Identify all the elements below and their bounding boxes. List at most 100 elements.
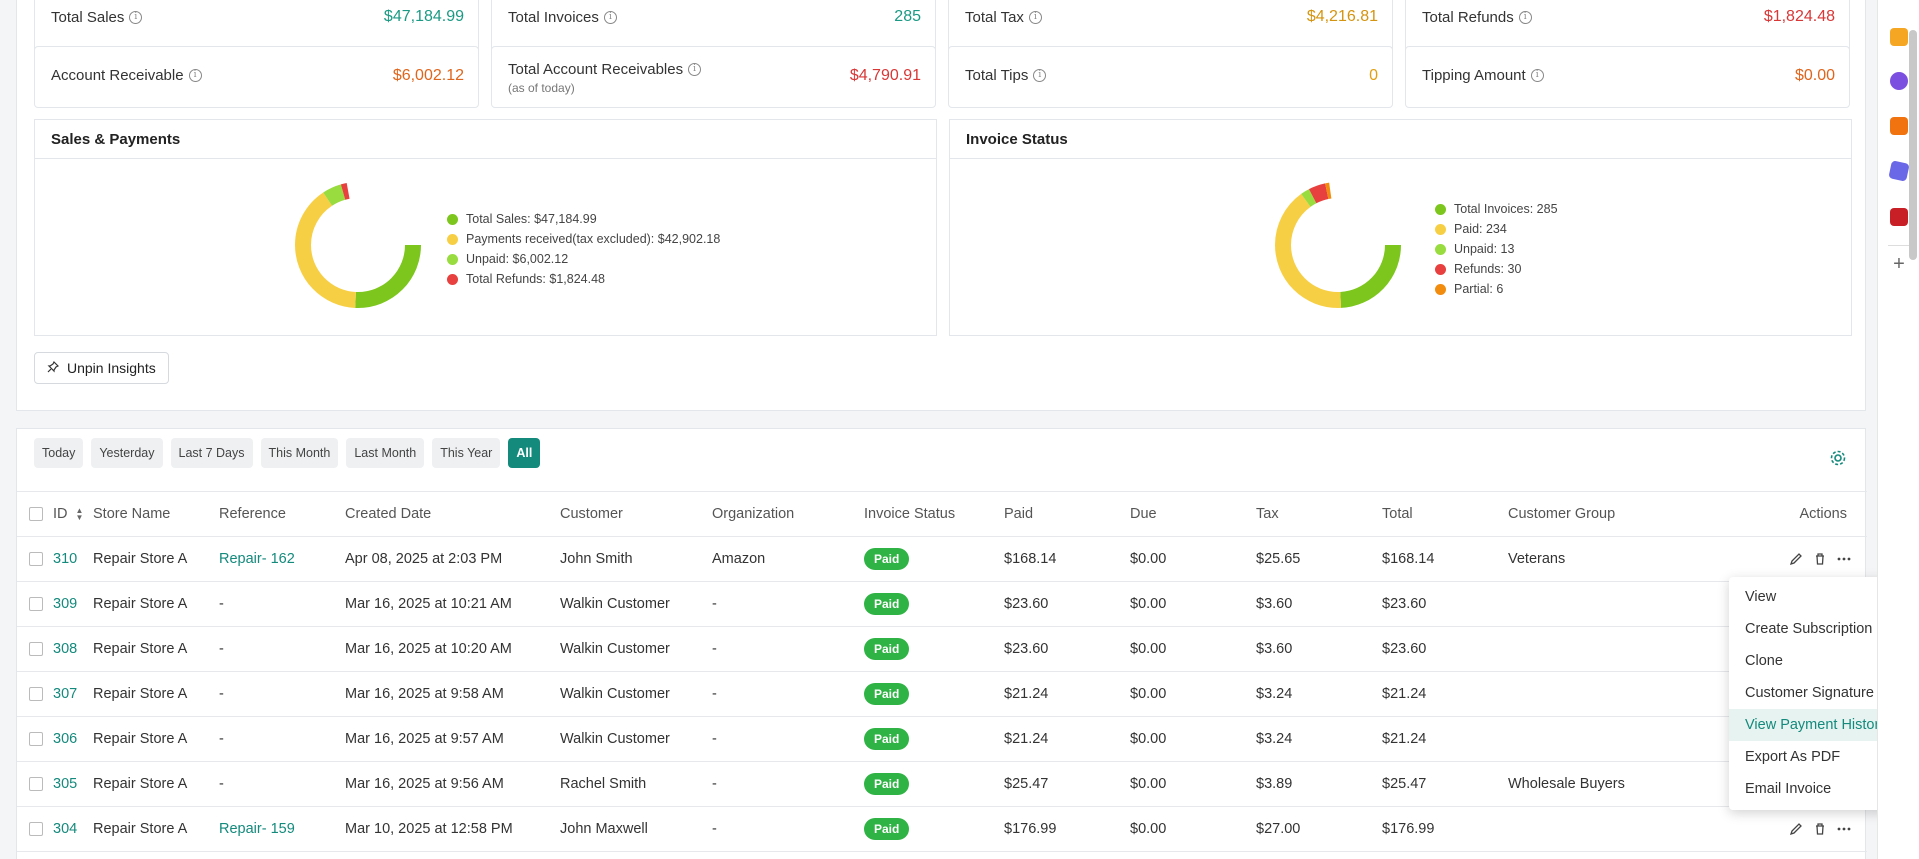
stat-card: Tipping Amount i $0.00 bbox=[1405, 46, 1850, 108]
info-icon[interactable]: i bbox=[603, 11, 617, 24]
reference-link[interactable]: Repair- 159 bbox=[219, 821, 295, 837]
row-checkbox[interactable] bbox=[29, 822, 43, 837]
cell-actions bbox=[1708, 806, 1867, 852]
cell-tax: $27.00 bbox=[1256, 806, 1382, 852]
cell-org: - bbox=[712, 716, 864, 762]
filter-last-7-days[interactable]: Last 7 Days bbox=[170, 438, 253, 468]
cell-paid: $21.24 bbox=[1004, 716, 1130, 762]
cell-store: Repair Store A bbox=[93, 581, 219, 627]
cell-store: Repair Store A bbox=[93, 716, 219, 762]
edit-icon[interactable] bbox=[1789, 552, 1803, 566]
stat-value: $4,216.81 bbox=[1306, 8, 1378, 25]
invoice-id-link[interactable]: 308 bbox=[53, 641, 78, 657]
menu-item-view-payment-history[interactable]: View Payment History bbox=[1729, 709, 1906, 741]
cell-tax: $25.65 bbox=[1256, 536, 1382, 582]
column-header-label: Reference bbox=[219, 506, 286, 522]
cell-ref: - bbox=[219, 761, 345, 807]
info-icon[interactable]: i bbox=[129, 11, 143, 24]
unpin-insights-button[interactable]: Unpin Insights bbox=[34, 352, 169, 384]
edit-icon[interactable] bbox=[1789, 822, 1803, 836]
settings-gear-icon[interactable] bbox=[1829, 449, 1847, 467]
status-badge: Paid bbox=[864, 683, 910, 705]
select-all-checkbox[interactable] bbox=[29, 507, 43, 522]
cell-group bbox=[1508, 626, 1708, 672]
row-checkbox[interactable] bbox=[29, 687, 43, 702]
filter-this-month[interactable]: This Month bbox=[260, 438, 339, 468]
cell-store: Repair Store A bbox=[93, 626, 219, 672]
column-header-paid: Paid bbox=[1004, 491, 1130, 537]
trash-icon[interactable] bbox=[1813, 552, 1827, 566]
chat-app-icon[interactable] bbox=[1890, 72, 1908, 90]
cell-total: $25.47 bbox=[1382, 761, 1508, 807]
gift-app-icon[interactable] bbox=[1890, 28, 1908, 46]
row-checkbox[interactable] bbox=[29, 597, 43, 612]
filter-last-month[interactable]: Last Month bbox=[346, 438, 425, 468]
filter-today[interactable]: Today bbox=[34, 438, 84, 468]
filter-this-year[interactable]: This Year bbox=[432, 438, 501, 468]
menu-item-email-invoice[interactable]: Email Invoice bbox=[1745, 781, 1832, 797]
invoice-id-link[interactable]: 309 bbox=[53, 596, 78, 612]
row-select-cell bbox=[17, 806, 53, 852]
notes-app-icon[interactable] bbox=[1890, 117, 1908, 135]
filter-yesterday[interactable]: Yesterday bbox=[91, 438, 163, 468]
status-badge: Paid bbox=[864, 818, 910, 840]
invoice-id-link[interactable]: 305 bbox=[53, 776, 78, 792]
legend-dot bbox=[447, 273, 458, 285]
info-icon[interactable]: i bbox=[1530, 69, 1544, 82]
invoice-id-link[interactable]: 310 bbox=[53, 551, 78, 567]
column-header-label: Customer Group bbox=[1508, 506, 1616, 522]
filter-all[interactable]: All bbox=[508, 438, 541, 468]
row-actions-menu: View Create Subscription Clone Customer Sig… bbox=[1729, 577, 1906, 810]
info-icon[interactable]: i bbox=[1033, 69, 1047, 82]
invoice-id-link[interactable]: 307 bbox=[53, 686, 78, 702]
sales-payments-donut bbox=[295, 182, 421, 308]
table-row[interactable]: 307 Repair Store A - Mar 16, 2025 at 9:58 A… bbox=[17, 671, 1867, 717]
row-checkbox[interactable] bbox=[29, 552, 43, 567]
column-header-label: Created Date bbox=[345, 506, 432, 522]
cell-date: Mar 16, 2025 at 10:21 AM bbox=[345, 581, 560, 627]
invoices-table-panel: Today Yesterday Last 7 Days This Month Last … bbox=[16, 428, 1867, 859]
table-row[interactable]: 309 Repair Store A - Mar 16, 2025 at 10:21 … bbox=[17, 581, 1867, 627]
cell-group bbox=[1508, 716, 1708, 762]
status-badge: Paid bbox=[864, 773, 910, 795]
trash-icon[interactable] bbox=[1813, 822, 1827, 836]
more-options-icon[interactable] bbox=[1837, 822, 1851, 836]
page-scrollbar[interactable] bbox=[1905, 0, 1919, 859]
invoice-id-link[interactable]: 304 bbox=[53, 821, 78, 837]
cell-customer: John Smith bbox=[560, 536, 712, 582]
sort-icon[interactable]: ▲ ▼ bbox=[75, 506, 84, 523]
more-options-icon[interactable] bbox=[1837, 552, 1851, 566]
menu-item-clone[interactable]: Clone bbox=[1745, 653, 1783, 669]
info-icon[interactable]: i bbox=[1518, 11, 1532, 24]
scrollbar-thumb[interactable] bbox=[1909, 30, 1917, 260]
table-row[interactable]: 305 Repair Store A - Mar 16, 2025 at 9:56 A… bbox=[17, 761, 1867, 807]
menu-item-export-as-pdf[interactable]: Export As PDF bbox=[1745, 749, 1841, 765]
table-row[interactable]: 304 Repair Store A Repair- 159 Mar 10, 2025… bbox=[17, 806, 1867, 852]
cell-date: Mar 16, 2025 at 9:57 AM bbox=[345, 716, 560, 762]
info-icon[interactable]: i bbox=[188, 69, 202, 82]
unpin-insights-label: Unpin Insights bbox=[67, 360, 156, 376]
row-checkbox[interactable] bbox=[29, 642, 43, 657]
wallet-app-icon[interactable] bbox=[1890, 208, 1908, 226]
column-header-id[interactable]: ID ▲ ▼ bbox=[53, 491, 93, 537]
invoice-status-card: Invoice Status Total Invoices: 285 Paid: … bbox=[949, 119, 1852, 336]
add-app-icon[interactable]: + bbox=[1893, 253, 1905, 275]
invoice-id-link[interactable]: 306 bbox=[53, 731, 78, 747]
menu-item-create-subscription[interactable]: Create Subscription bbox=[1745, 621, 1873, 637]
cell-status: Paid bbox=[864, 671, 1004, 717]
table-row[interactable]: 310 Repair Store A Repair- 162 Apr 08, 2025… bbox=[17, 536, 1867, 582]
info-icon[interactable]: i bbox=[1028, 11, 1042, 24]
menu-item-customer-signature[interactable]: Customer Signature bbox=[1745, 685, 1874, 701]
menu-item-view[interactable]: View bbox=[1745, 589, 1777, 605]
table-row[interactable]: 308 Repair Store A - Mar 16, 2025 at 10:20 … bbox=[17, 626, 1867, 672]
stat-value: $4,790.91 bbox=[849, 67, 921, 84]
table-row[interactable]: 306 Repair Store A - Mar 16, 2025 at 9:57 A… bbox=[17, 716, 1867, 762]
stat-label-text: Total Account Receivables bbox=[508, 61, 684, 78]
column-header-actions: Actions bbox=[1708, 491, 1867, 537]
cell-status: Paid bbox=[864, 626, 1004, 672]
legend-item: Refunds: 30 bbox=[1435, 259, 1558, 279]
reference-link[interactable]: Repair- 162 bbox=[219, 551, 295, 567]
info-icon[interactable]: i bbox=[688, 63, 702, 76]
row-checkbox[interactable] bbox=[29, 732, 43, 747]
row-checkbox[interactable] bbox=[29, 777, 43, 792]
